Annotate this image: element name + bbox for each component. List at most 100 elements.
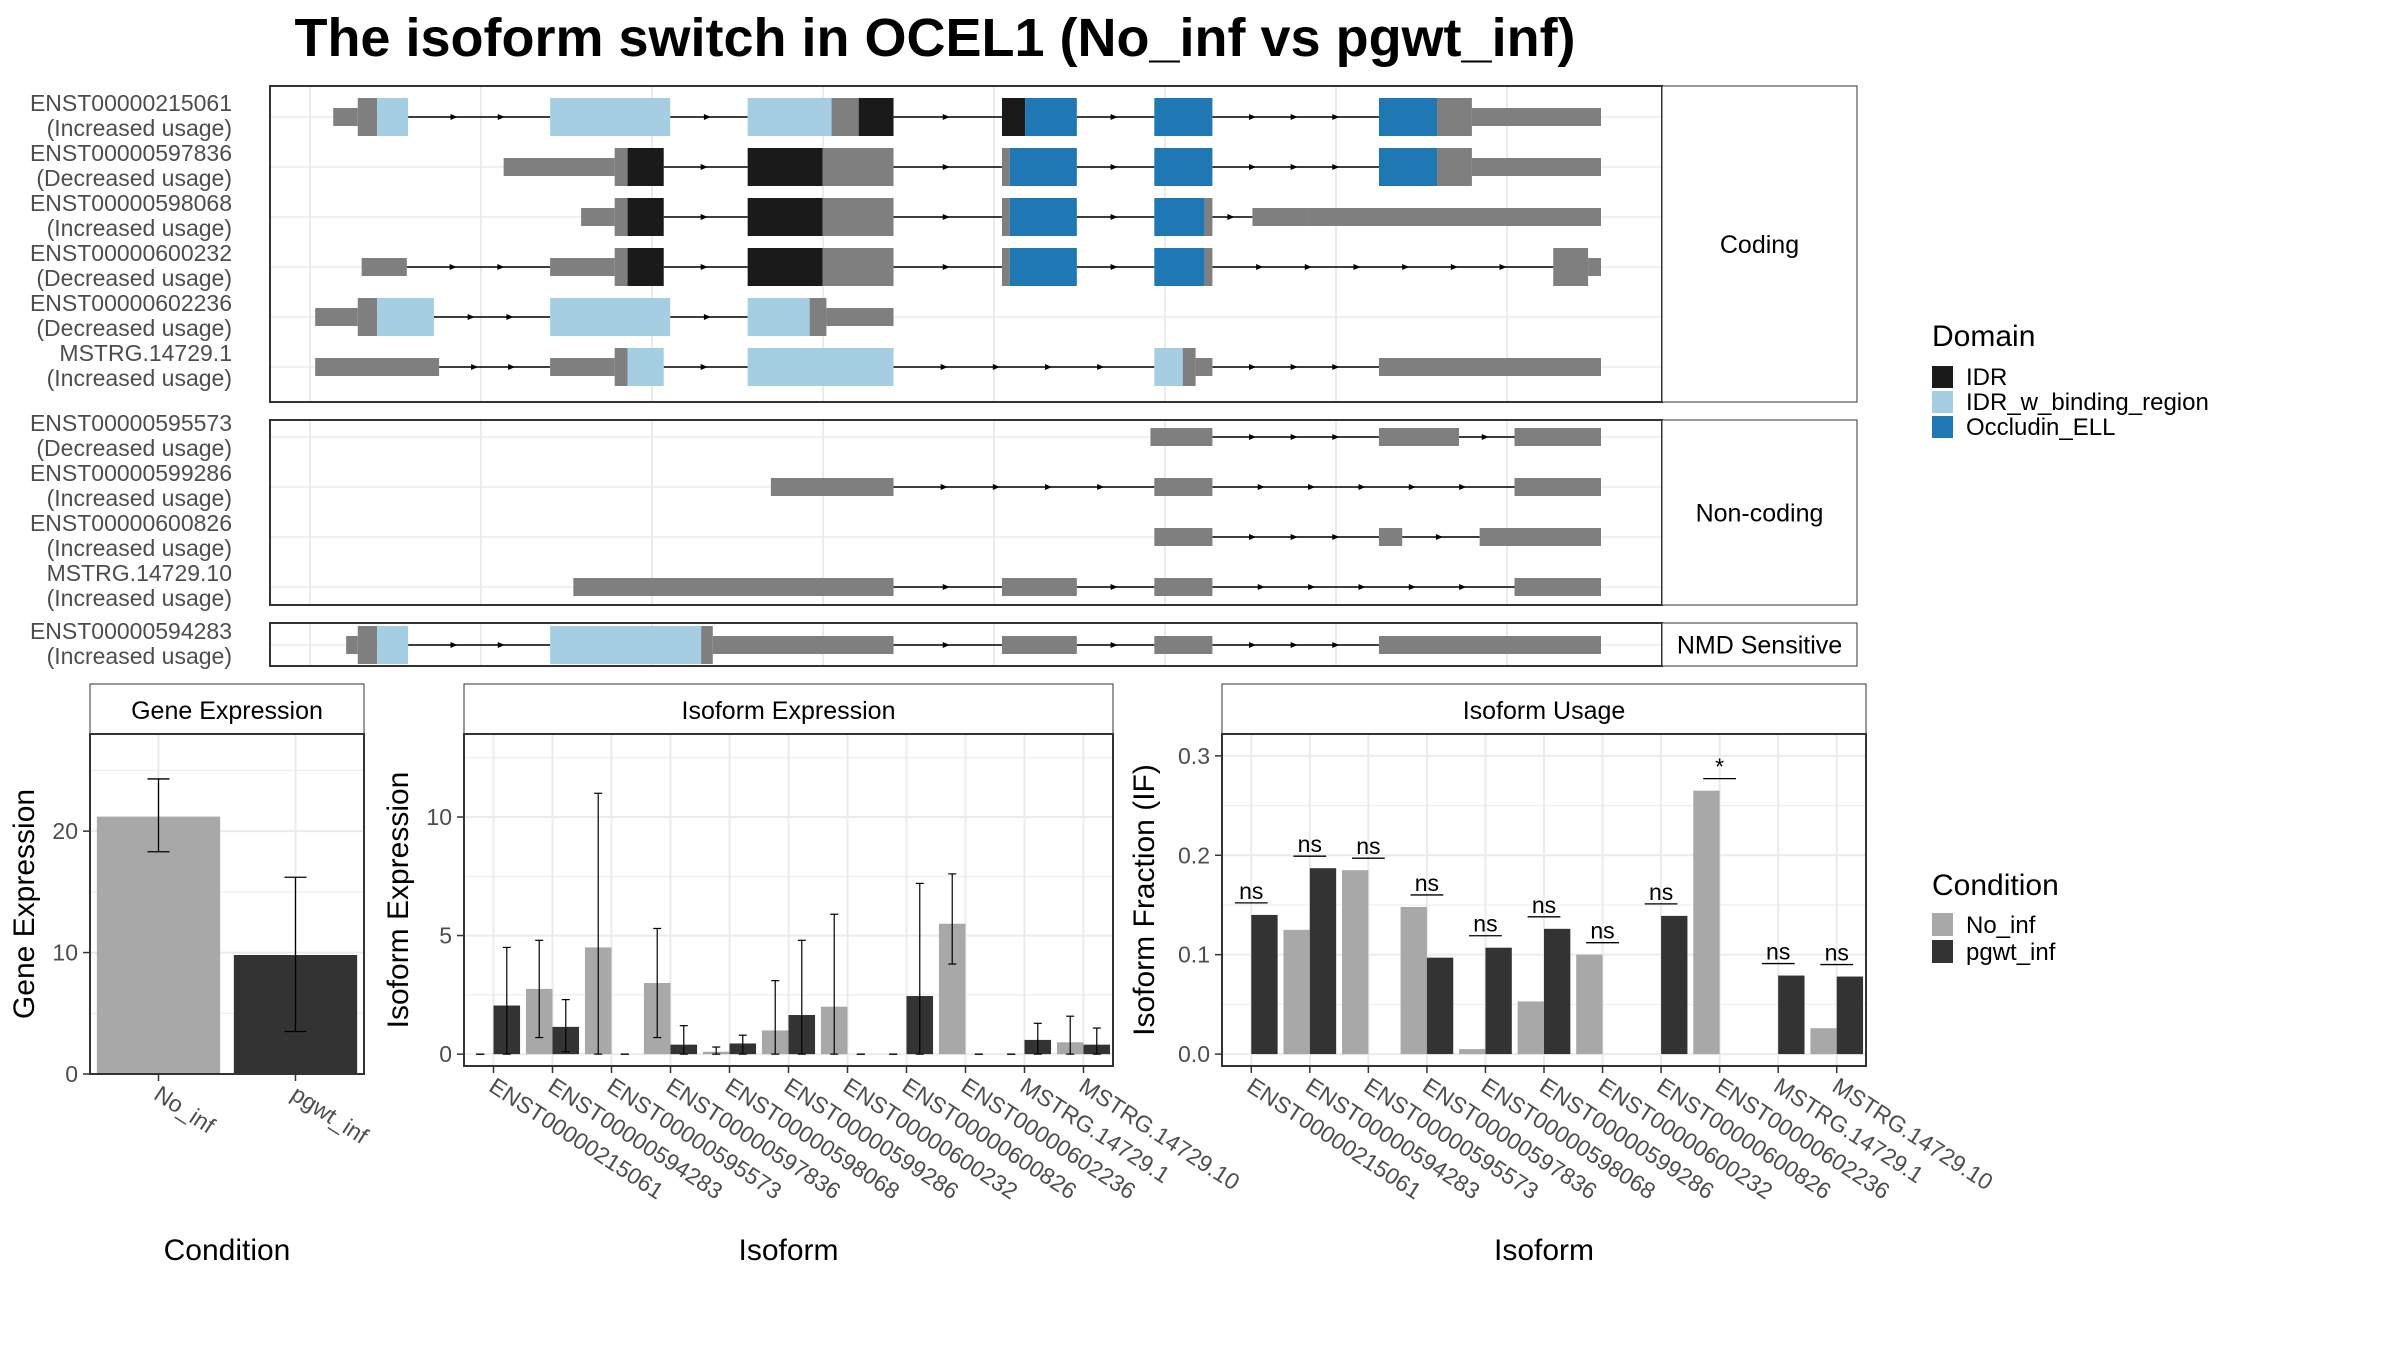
exon-segment [377,626,409,664]
y-axis-title: Isoform Expression [382,772,415,1029]
intron-arrow [1308,484,1316,490]
exon-segment [627,248,664,286]
transcript-usage-label: (Increased usage) [47,115,232,141]
intron-arrow [1332,642,1340,648]
exon-segment [1378,98,1438,136]
significance-label: ns [1590,918,1614,944]
utr-segment [1378,428,1459,446]
intron-arrow [1290,434,1298,440]
intron-arrow [1459,584,1467,590]
exon-segment [357,298,378,336]
intron-arrow [940,364,948,370]
exon-segment [627,148,664,186]
intron-arrow [700,264,708,270]
intron-arrow [508,364,516,370]
intron-arrow [1408,484,1416,490]
intron-arrow [1249,364,1257,370]
legend-swatch-idr-w-binding-region [1932,391,1953,413]
exon-segment [357,626,378,664]
exon-segment [1437,98,1472,136]
exon-segment [1009,198,1077,236]
exon-segment [1154,198,1205,236]
intron-arrow [1332,434,1340,440]
bar-pgwt-inf [1426,957,1454,1055]
exon-segment [1378,148,1438,186]
intron-arrow [940,484,948,490]
significance-label: ns [1239,878,1263,904]
intron-arrow [1256,264,1264,270]
x-axis-title: Condition [164,1234,291,1267]
y-axis-title: Isoform Fraction (IF) [1128,764,1161,1036]
exon-segment [822,248,894,286]
x-tick-label: pgwt_inf [287,1080,374,1149]
intron-arrow [1499,264,1507,270]
exon-segment [1182,348,1196,386]
exon-segment [747,298,810,336]
transcript-usage-label: (Decreased usage) [36,265,232,291]
exon-segment [1154,348,1183,386]
intron-arrow [1290,534,1298,540]
intron-arrow [471,364,479,370]
domain-legend-title: Domain [1932,320,2035,353]
bar-pgwt-inf [1544,928,1571,1055]
exon-segment [831,98,859,136]
y-tick-label: 5 [439,923,452,949]
intron-arrow [497,114,505,120]
y-tick-label: 0.3 [1178,743,1210,769]
intron-arrow [1450,264,1458,270]
bar-pgwt-inf [1836,976,1864,1055]
utr-segment [1154,528,1213,546]
legend-label-idr: IDR [1966,364,2007,391]
intron-arrow [449,264,457,270]
intron-arrow [1110,164,1118,170]
exon-segment [747,348,894,386]
intron-arrow [1290,164,1298,170]
significance-label: ns [1356,833,1380,859]
intron-arrow [497,642,505,648]
utr-segment [1471,108,1601,126]
legend-swatch-pgwt-inf [1932,940,1953,963]
utr-segment [550,358,615,376]
significance-label: ns [1532,892,1556,918]
exon-segment [627,348,664,386]
utr-segment [1307,208,1601,226]
intron-arrow [1332,364,1340,370]
exon-segment [550,626,702,664]
bar-no-inf [1283,929,1310,1055]
exon-segment [357,98,378,136]
intron-arrow [700,364,708,370]
transcript-panel-background [270,420,1662,605]
chart-title: Isoform Usage [1463,697,1626,725]
intron-arrow [467,314,475,320]
transcript-usage-label: (Increased usage) [47,585,232,611]
intron-arrow [1045,364,1053,370]
exon-segment [1001,248,1010,286]
bar-pgwt-inf [1661,915,1688,1055]
intron-arrow [942,642,950,648]
utr-segment [361,258,407,276]
y-tick-label: 20 [52,818,78,844]
intron-arrow [1408,584,1416,590]
exon-segment [614,348,628,386]
significance-label: ns [1649,879,1673,905]
intron-arrow [1227,214,1235,220]
exon-segment [550,98,671,136]
utr-segment [1378,528,1403,546]
utr-segment [1378,636,1601,654]
intron-arrow [700,164,708,170]
y-tick-label: 0.0 [1178,1041,1210,1067]
bar-no-inf [1693,790,1720,1055]
facet-strip-label: Coding [1720,231,1799,259]
x-axis-title: Isoform [1494,1234,1594,1267]
x-tick-label: No_inf [150,1080,220,1138]
intron-arrow [1304,264,1312,270]
intron-arrow [1308,584,1316,590]
utr-segment [1154,636,1213,654]
intron-arrow [1353,264,1361,270]
intron-arrow [1481,434,1489,440]
transcript-id-label: ENST00000597836 [30,140,232,166]
significance-label: ns [1473,911,1497,937]
transcript-id-label: ENST00000215061 [30,90,232,116]
transcript-id-label: ENST00000594283 [30,618,232,644]
transcript-id-label: ENST00000602236 [30,290,232,316]
